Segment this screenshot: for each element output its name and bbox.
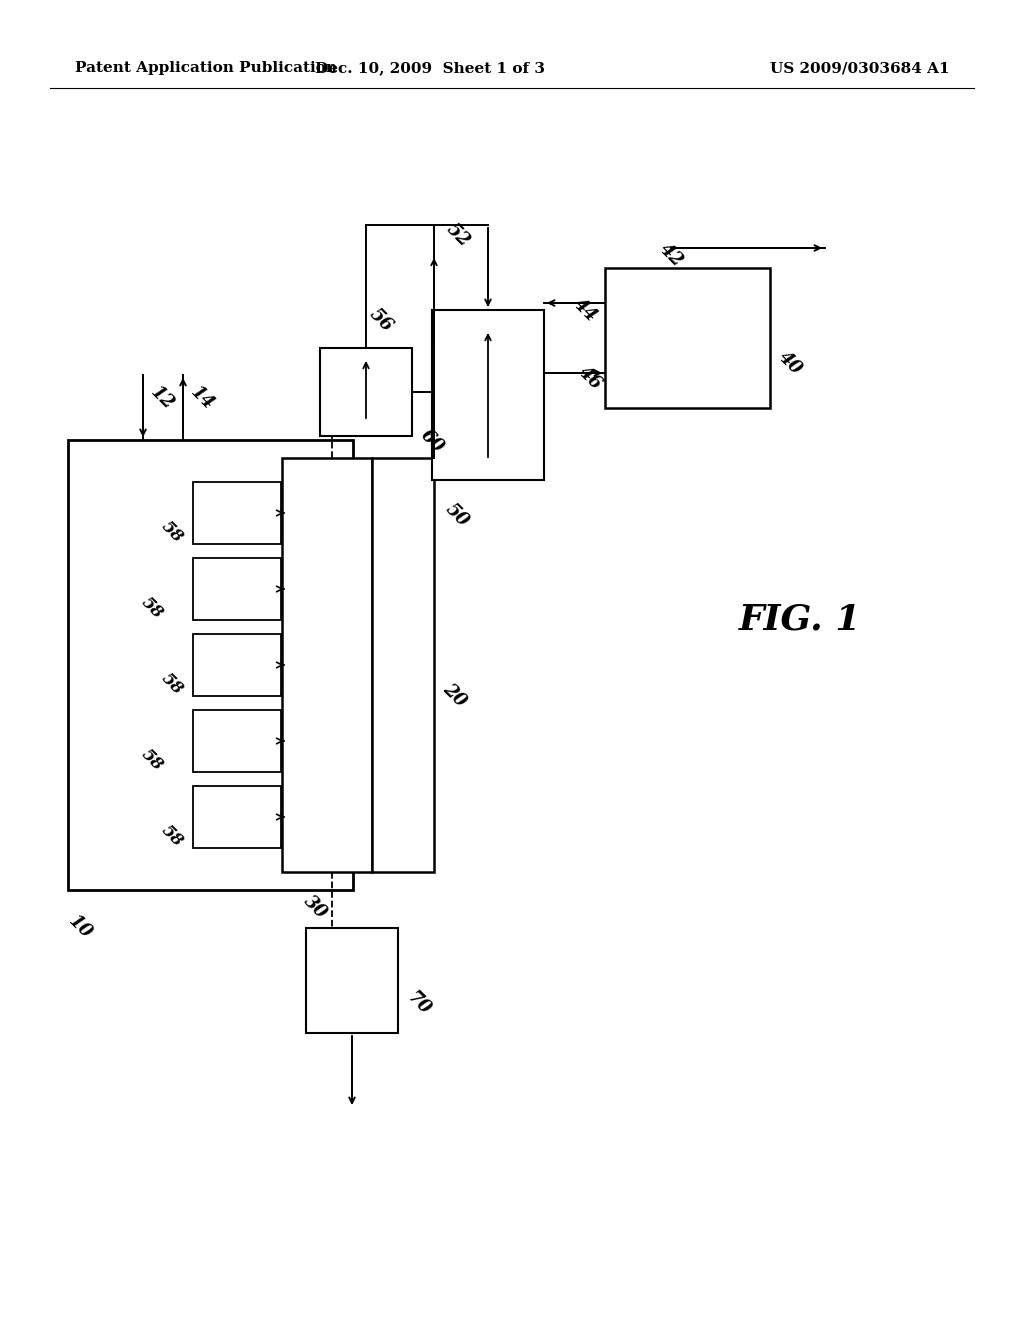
Bar — [605, 268, 770, 408]
Text: 70: 70 — [403, 987, 433, 1019]
Bar — [282, 458, 372, 873]
Bar — [193, 482, 281, 544]
Bar — [193, 634, 281, 696]
Bar — [193, 558, 281, 620]
Text: 56: 56 — [366, 305, 396, 335]
Bar — [319, 348, 412, 436]
Bar — [68, 440, 353, 890]
Text: 20: 20 — [439, 680, 469, 710]
Text: Patent Application Publication: Patent Application Publication — [75, 61, 337, 75]
Text: 58: 58 — [158, 822, 186, 850]
Text: US 2009/0303684 A1: US 2009/0303684 A1 — [770, 61, 950, 75]
Text: 46: 46 — [575, 363, 605, 393]
Bar — [306, 928, 398, 1034]
Text: FIG. 1: FIG. 1 — [738, 603, 861, 638]
Text: 50: 50 — [442, 500, 472, 531]
Bar — [372, 458, 434, 873]
Bar — [432, 310, 544, 480]
Text: 52: 52 — [443, 220, 473, 251]
Text: 44: 44 — [570, 294, 600, 326]
Text: 58: 58 — [158, 671, 186, 698]
Text: 58: 58 — [158, 517, 186, 546]
Text: 42: 42 — [656, 240, 686, 271]
Text: 12: 12 — [147, 383, 177, 413]
Text: 30: 30 — [300, 892, 331, 923]
Text: 60: 60 — [417, 426, 447, 457]
Text: 58: 58 — [138, 746, 167, 775]
Bar — [193, 785, 281, 847]
Text: 10: 10 — [65, 912, 95, 942]
Bar — [193, 710, 281, 772]
Text: 40: 40 — [775, 348, 806, 379]
Text: 14: 14 — [187, 383, 217, 413]
Text: Dec. 10, 2009  Sheet 1 of 3: Dec. 10, 2009 Sheet 1 of 3 — [315, 61, 545, 75]
Text: 58: 58 — [138, 594, 167, 623]
